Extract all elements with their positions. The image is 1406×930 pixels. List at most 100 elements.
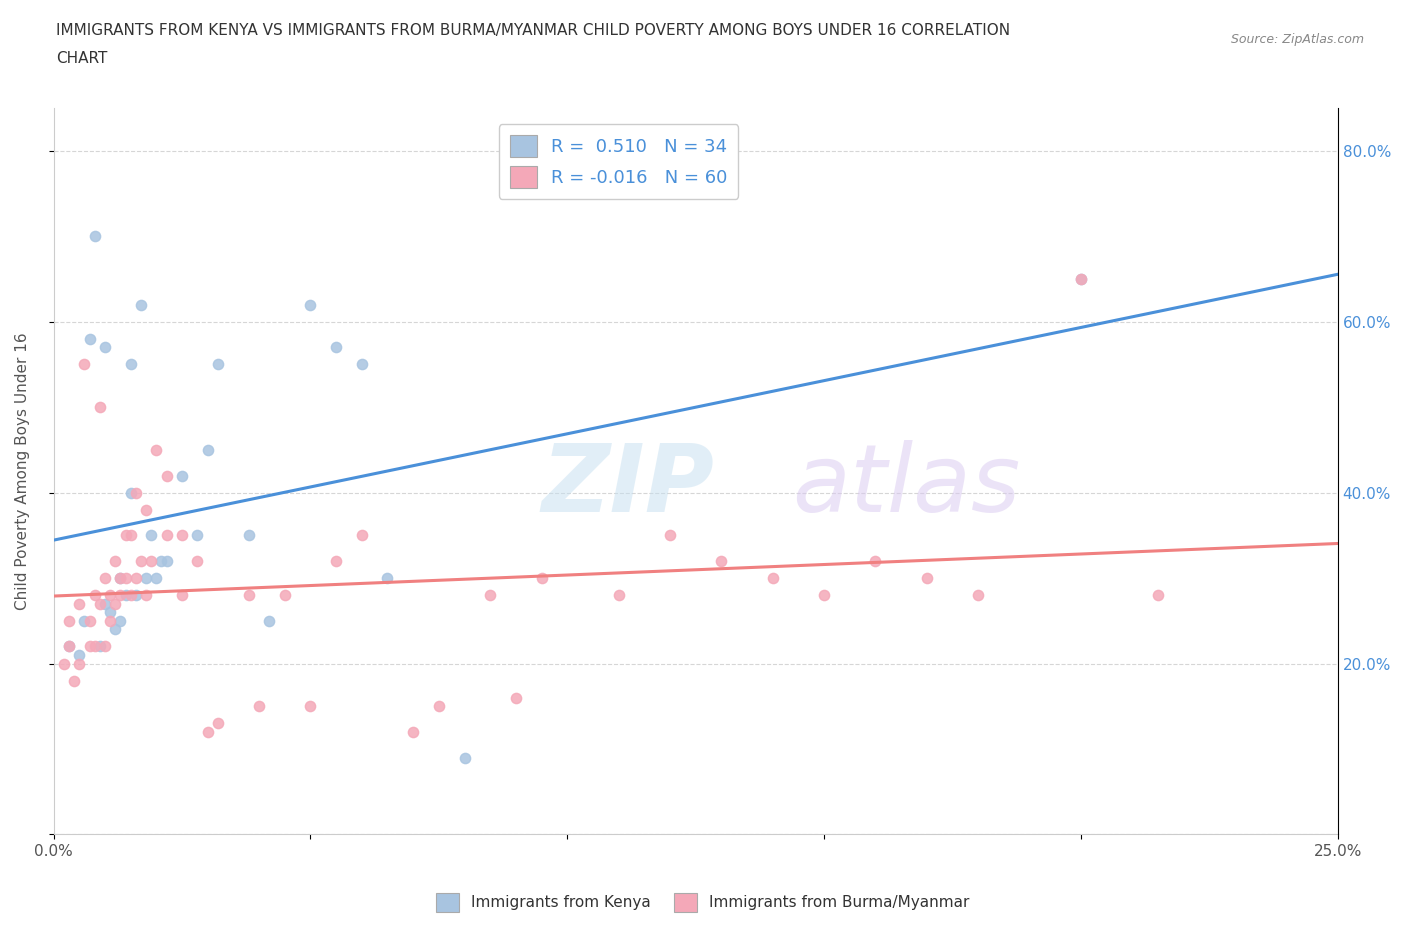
- Point: [110, 588, 132, 603]
- Point: [145, 571, 167, 586]
- Point: [350, 357, 373, 372]
- Point: [915, 571, 938, 586]
- Point: [274, 588, 297, 603]
- Point: [125, 588, 148, 603]
- Point: [94, 639, 117, 654]
- Point: [125, 485, 148, 500]
- Point: [83, 229, 105, 244]
- Point: [350, 528, 373, 543]
- Point: [94, 571, 117, 586]
- Point: [110, 571, 132, 586]
- Point: [479, 588, 502, 603]
- Point: [135, 571, 157, 586]
- Point: [73, 357, 96, 372]
- Point: [104, 596, 127, 611]
- Point: [104, 622, 127, 637]
- Legend: R =  0.510   N = 34, R = -0.016   N = 60: R = 0.510 N = 34, R = -0.016 N = 60: [499, 125, 738, 199]
- Point: [762, 571, 785, 586]
- Point: [186, 528, 208, 543]
- Point: [1070, 272, 1092, 286]
- Point: [67, 647, 90, 662]
- Text: atlas: atlas: [792, 440, 1021, 531]
- Point: [58, 614, 80, 629]
- Point: [94, 339, 117, 354]
- Y-axis label: Child Poverty Among Boys Under 16: Child Poverty Among Boys Under 16: [15, 332, 30, 610]
- Point: [967, 588, 990, 603]
- Point: [141, 528, 163, 543]
- Point: [1147, 588, 1170, 603]
- Point: [98, 604, 121, 619]
- Point: [83, 639, 105, 654]
- Point: [135, 502, 157, 517]
- Point: [79, 331, 101, 346]
- Point: [155, 468, 177, 483]
- Point: [207, 716, 229, 731]
- Point: [89, 596, 111, 611]
- Text: Source: ZipAtlas.com: Source: ZipAtlas.com: [1230, 33, 1364, 46]
- Point: [402, 724, 425, 739]
- Point: [247, 698, 270, 713]
- Point: [120, 588, 142, 603]
- Point: [299, 298, 322, 312]
- Point: [125, 571, 148, 586]
- Point: [813, 588, 835, 603]
- Point: [83, 588, 105, 603]
- Point: [1070, 272, 1092, 286]
- Point: [145, 443, 167, 458]
- Point: [325, 553, 347, 568]
- Point: [89, 400, 111, 415]
- Point: [67, 656, 90, 671]
- Point: [63, 673, 86, 688]
- Point: [710, 553, 733, 568]
- Point: [79, 614, 101, 629]
- Point: [104, 553, 127, 568]
- Text: IMMIGRANTS FROM KENYA VS IMMIGRANTS FROM BURMA/MYANMAR CHILD POVERTY AMONG BOYS : IMMIGRANTS FROM KENYA VS IMMIGRANTS FROM…: [56, 23, 1011, 38]
- Point: [505, 690, 527, 705]
- Point: [114, 571, 136, 586]
- Point: [259, 614, 281, 629]
- Point: [186, 553, 208, 568]
- Point: [94, 596, 117, 611]
- Point: [73, 614, 96, 629]
- Point: [427, 698, 450, 713]
- Point: [377, 571, 399, 586]
- Point: [89, 639, 111, 654]
- Point: [865, 553, 887, 568]
- Point: [129, 553, 152, 568]
- Point: [114, 528, 136, 543]
- Point: [155, 553, 177, 568]
- Point: [129, 298, 152, 312]
- Point: [120, 485, 142, 500]
- Text: CHART: CHART: [56, 51, 108, 66]
- Point: [299, 698, 322, 713]
- Point: [114, 588, 136, 603]
- Point: [658, 528, 681, 543]
- Point: [67, 596, 90, 611]
- Point: [58, 639, 80, 654]
- Point: [110, 614, 132, 629]
- Point: [150, 553, 173, 568]
- Point: [155, 528, 177, 543]
- Point: [98, 614, 121, 629]
- Point: [170, 528, 193, 543]
- Point: [197, 724, 219, 739]
- Point: [238, 528, 260, 543]
- Legend: Immigrants from Kenya, Immigrants from Burma/Myanmar: Immigrants from Kenya, Immigrants from B…: [430, 887, 976, 918]
- Text: ZIP: ZIP: [541, 440, 714, 532]
- Point: [120, 357, 142, 372]
- Point: [238, 588, 260, 603]
- Point: [207, 357, 229, 372]
- Point: [197, 443, 219, 458]
- Point: [52, 656, 75, 671]
- Point: [135, 588, 157, 603]
- Point: [120, 528, 142, 543]
- Point: [607, 588, 630, 603]
- Point: [98, 588, 121, 603]
- Point: [530, 571, 553, 586]
- Point: [79, 639, 101, 654]
- Point: [141, 553, 163, 568]
- Point: [110, 571, 132, 586]
- Point: [453, 751, 475, 765]
- Point: [325, 339, 347, 354]
- Point: [170, 588, 193, 603]
